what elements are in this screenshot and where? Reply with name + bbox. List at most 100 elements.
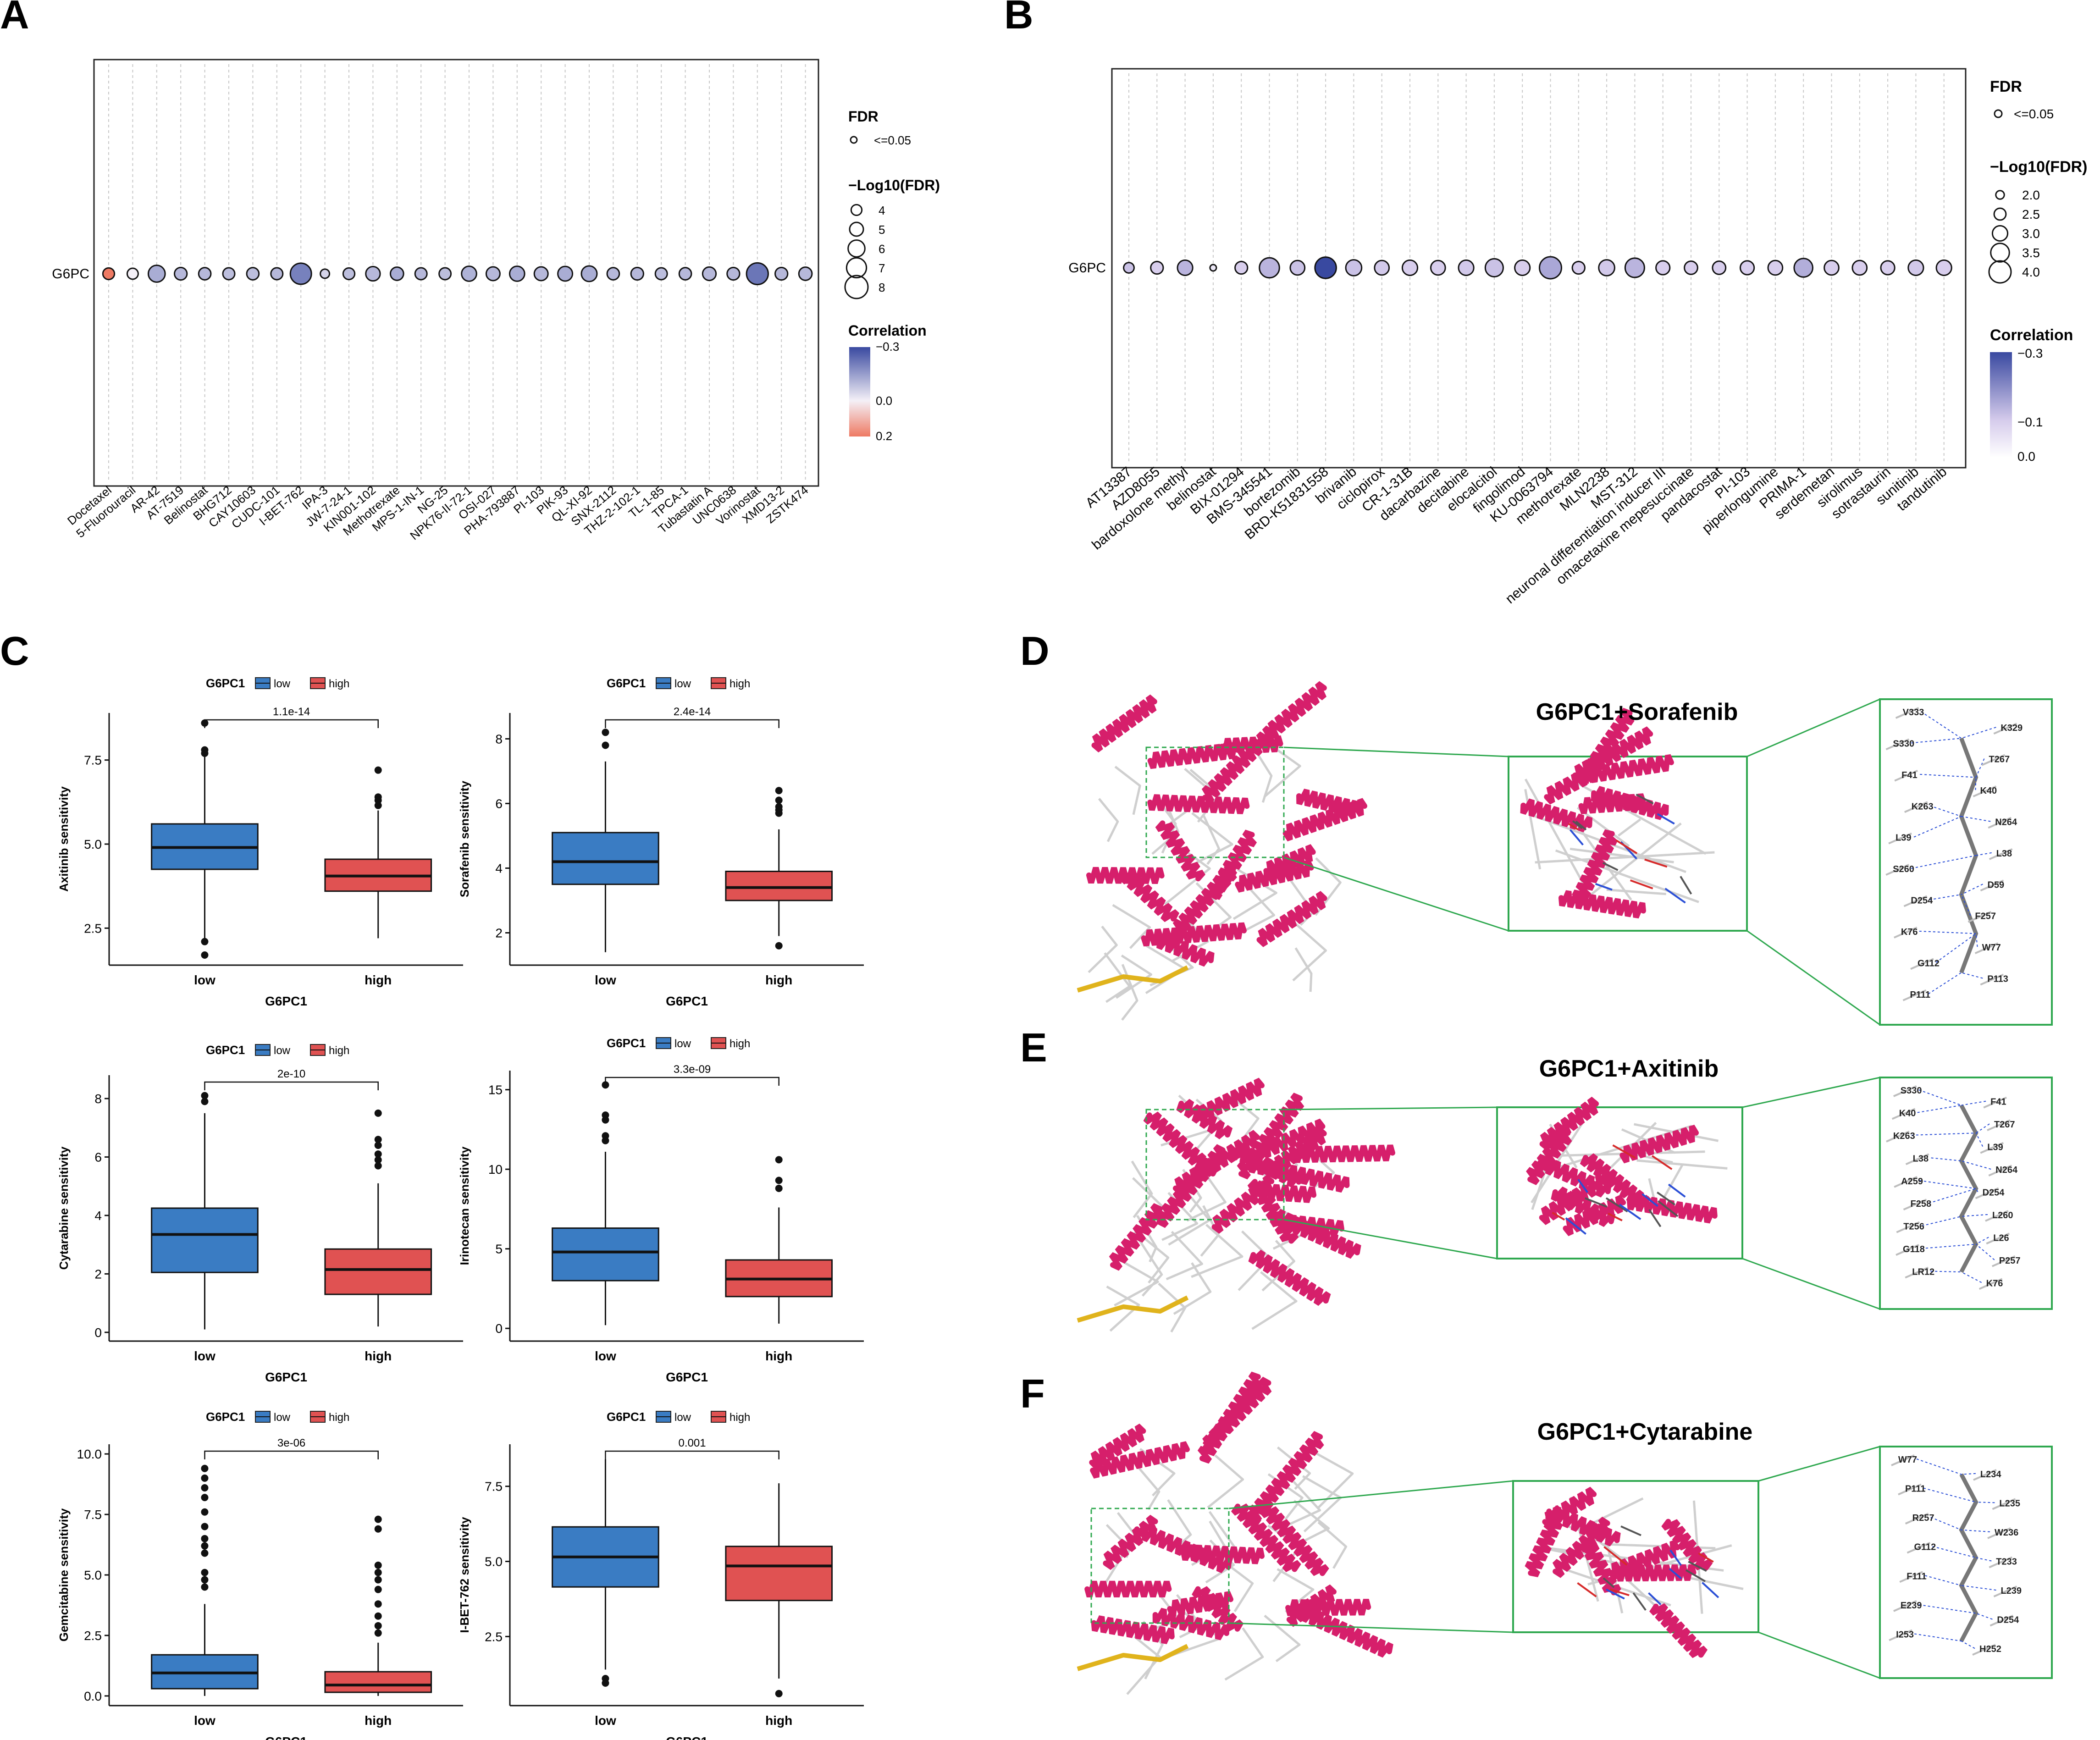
protein-loop xyxy=(1636,1159,1728,1170)
legend-label: high xyxy=(329,1411,349,1424)
ligand-bond xyxy=(1615,839,1638,854)
dot-point xyxy=(1539,256,1562,280)
y-axis-title: Irinotecan sensitivity xyxy=(458,1146,471,1265)
y-axis-title: Sorafenib sensitivity xyxy=(458,780,471,897)
zoom-connector xyxy=(1746,698,1880,757)
residue-sidechain xyxy=(1987,1119,2011,1131)
residue-sidechain xyxy=(1973,785,1997,797)
protein-helix xyxy=(1167,1591,1233,1617)
size-legend-circle xyxy=(849,221,864,237)
y-axis-title: Cytarabine sensitivity xyxy=(57,1146,71,1270)
ligand-bond xyxy=(1585,1197,1608,1208)
protein-helix xyxy=(1254,1500,1329,1576)
outlier-point xyxy=(602,729,609,736)
residue-label: P111 xyxy=(1910,990,1930,1000)
residue-label: LR12 xyxy=(1912,1267,1934,1277)
interaction-bond xyxy=(1961,727,1996,739)
y-tick-label: 0.0 xyxy=(84,1689,102,1703)
dot-point xyxy=(320,268,331,279)
interaction-bond xyxy=(1961,972,1983,979)
protein-helix xyxy=(1197,1371,1263,1464)
protein-helix xyxy=(1619,1124,1699,1164)
residue-sidechain xyxy=(1888,832,1912,845)
y-tick-label: 2 xyxy=(495,926,503,940)
dot-point xyxy=(533,266,549,282)
protein-helix xyxy=(1133,1523,1232,1574)
size-legend-label: 2.0 xyxy=(2022,188,2040,202)
interaction-bond xyxy=(1975,758,1985,778)
y-tick-label: 10 xyxy=(488,1162,503,1177)
ligand-bond xyxy=(1577,1179,1588,1193)
y-tick-label: 6 xyxy=(495,796,503,811)
residue-label: T267 xyxy=(1994,1120,2015,1130)
ligand-bond xyxy=(1609,1588,1630,1596)
protein-helix xyxy=(1580,754,1674,785)
residue-sidechain xyxy=(1902,989,1927,1001)
residue-label: L38 xyxy=(1913,1154,1929,1164)
panel-b-color-tick: −0.1 xyxy=(2017,415,2043,429)
interaction-bond xyxy=(1935,933,1977,963)
y-tick-label: 8 xyxy=(94,1092,102,1106)
protein-loop xyxy=(1088,925,1118,973)
residue-label: P111 xyxy=(1905,1484,1926,1494)
zoom-connector xyxy=(1228,1622,1514,1633)
legend-label: low xyxy=(274,1044,291,1057)
residue-sidechain xyxy=(1907,1541,1931,1554)
dot-point xyxy=(774,266,789,281)
protein-loop xyxy=(1186,1168,1227,1222)
docking-title: G6PC1+Sorafenib xyxy=(1536,699,1738,725)
dot-point xyxy=(726,266,741,281)
legend-label: high xyxy=(729,1411,750,1424)
residue-sidechain xyxy=(1975,1187,1999,1199)
residue-sidechain xyxy=(1893,1600,1917,1612)
p-value-label: 0.001 xyxy=(679,1437,706,1449)
binding-site-zoom-content xyxy=(1526,1096,1728,1237)
y-axis-title: I-BET-762 sensitivity xyxy=(458,1517,471,1633)
interaction-bond xyxy=(1929,1188,1976,1204)
residue-sidechain xyxy=(1991,1255,2016,1267)
residue-sidechain xyxy=(1895,707,1919,719)
protein-helix xyxy=(1572,726,1653,783)
dot-point xyxy=(1907,259,1924,276)
outlier-point xyxy=(201,1535,209,1542)
protein-loop xyxy=(1098,798,1119,842)
interaction-bond xyxy=(1975,777,1977,790)
legend-label: high xyxy=(329,1044,349,1057)
outlier-point xyxy=(201,938,209,945)
panel-a-fdr-key xyxy=(850,136,858,144)
protein-loop xyxy=(1126,1635,1161,1695)
interaction-bond xyxy=(1975,1188,1978,1192)
residue-label: S330 xyxy=(1893,739,1914,749)
protein-loop xyxy=(1535,851,1715,864)
residue-sidechain xyxy=(1973,1469,1997,1481)
ligand-bond xyxy=(1603,1577,1615,1588)
y-tick-label: 6 xyxy=(94,1150,102,1164)
protein-helix xyxy=(1147,794,1250,814)
protein-helix xyxy=(1615,1564,1697,1582)
size-legend-label: 3.0 xyxy=(2022,226,2040,241)
panel-label-f: F xyxy=(1020,1371,1045,1416)
residue-label: P257 xyxy=(1999,1256,2021,1266)
residue-sidechain xyxy=(1889,1629,1912,1641)
dot-point xyxy=(1739,260,1755,276)
residue-label: K76 xyxy=(1986,1278,2003,1288)
protein-helix xyxy=(1091,1615,1175,1644)
x-axis-title: G6PC1 xyxy=(666,994,708,1008)
ligand-bond xyxy=(1569,829,1584,846)
box-low xyxy=(151,1207,259,1273)
protein-loop xyxy=(1112,904,1151,949)
outlier-point xyxy=(374,1525,382,1533)
outlier-point xyxy=(374,1629,382,1637)
docking-panel-e: G6PC1+Axitinib S330 F41 K40 T267 K263 L39 L38 N2… xyxy=(1077,1055,2053,1333)
y-tick-label: 0 xyxy=(495,1321,503,1336)
protein-loop xyxy=(1207,1454,1244,1508)
interaction-bond xyxy=(1916,1458,1962,1475)
dot-point xyxy=(580,265,598,282)
residue-sidechain xyxy=(1891,1454,1915,1466)
ligand-bond xyxy=(1595,883,1613,891)
dot-point xyxy=(678,267,692,281)
box-high xyxy=(324,1671,432,1693)
dot-point xyxy=(414,267,428,281)
zoom-connector xyxy=(1742,1258,1880,1310)
dot-point xyxy=(1289,260,1306,276)
